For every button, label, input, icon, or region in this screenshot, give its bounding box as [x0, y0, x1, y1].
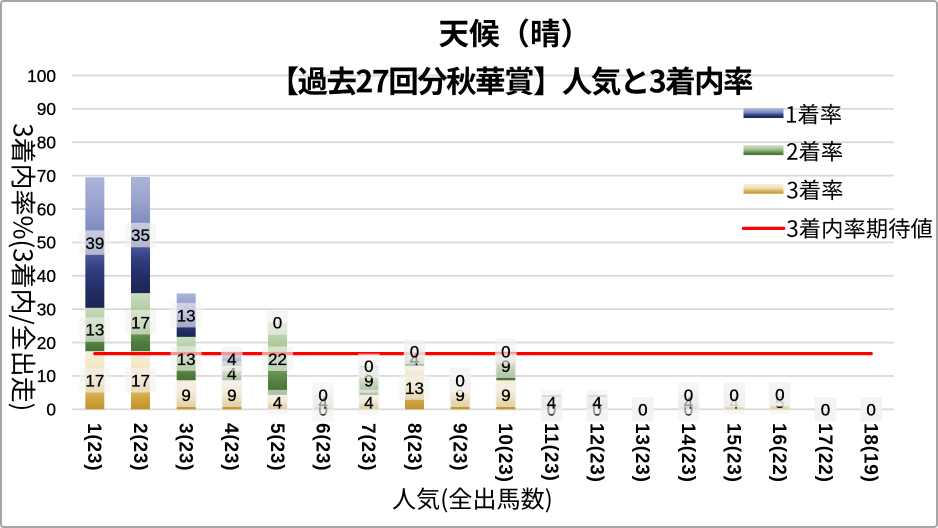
svg-text:10: 10 [37, 366, 56, 386]
svg-text:9: 9 [227, 386, 236, 405]
svg-text:0: 0 [821, 400, 830, 419]
svg-text:0: 0 [866, 400, 875, 419]
svg-text:17: 17 [131, 313, 150, 332]
svg-text:14(23): 14(23) [677, 423, 698, 483]
svg-text:100: 100 [27, 66, 56, 86]
svg-text:35: 35 [131, 226, 150, 245]
svg-text:8(23): 8(23) [403, 423, 424, 471]
svg-text:10(23): 10(23) [494, 423, 515, 483]
svg-text:0: 0 [729, 386, 738, 405]
svg-text:4: 4 [547, 393, 556, 412]
svg-text:4(23): 4(23) [220, 423, 241, 471]
svg-text:17(22): 17(22) [814, 423, 835, 483]
svg-text:60: 60 [37, 199, 56, 219]
svg-text:0: 0 [46, 400, 56, 420]
svg-text:13: 13 [177, 350, 196, 369]
svg-text:13: 13 [177, 306, 196, 325]
svg-text:9: 9 [501, 357, 510, 376]
svg-text:0: 0 [318, 386, 327, 405]
svg-text:1(23): 1(23) [83, 423, 104, 471]
svg-text:2(23): 2(23) [129, 423, 150, 471]
svg-text:0: 0 [364, 357, 373, 376]
svg-text:0: 0 [410, 343, 419, 362]
svg-text:4: 4 [227, 350, 236, 369]
svg-text:0: 0 [775, 385, 784, 404]
svg-text:40: 40 [37, 266, 56, 286]
svg-text:22: 22 [268, 350, 287, 369]
svg-text:9: 9 [455, 386, 464, 405]
svg-text:39: 39 [85, 234, 104, 253]
svg-text:11(23): 11(23) [540, 423, 561, 482]
svg-text:80: 80 [37, 133, 56, 153]
svg-text:0: 0 [684, 386, 693, 405]
svg-text:4: 4 [364, 393, 373, 412]
svg-text:13: 13 [405, 379, 424, 398]
svg-text:0: 0 [273, 314, 282, 333]
svg-text:18(19): 18(19) [860, 423, 881, 483]
svg-text:4: 4 [227, 364, 236, 383]
svg-text:0: 0 [501, 342, 510, 361]
svg-text:9: 9 [181, 386, 190, 405]
svg-text:4: 4 [273, 393, 282, 412]
svg-text:17: 17 [131, 371, 150, 390]
svg-text:30: 30 [37, 299, 56, 319]
svg-text:16(22): 16(22) [768, 423, 789, 483]
svg-text:3(23): 3(23) [175, 423, 196, 471]
svg-text:0: 0 [638, 400, 647, 419]
svg-text:0: 0 [455, 371, 464, 390]
svg-text:9: 9 [364, 372, 373, 391]
svg-text:20: 20 [37, 333, 56, 353]
svg-text:15(23): 15(23) [723, 423, 744, 483]
svg-text:13: 13 [85, 321, 104, 340]
svg-text:70: 70 [37, 166, 56, 186]
svg-text:9(23): 9(23) [449, 423, 470, 471]
svg-text:4: 4 [592, 393, 601, 412]
svg-text:13(23): 13(23) [631, 423, 652, 483]
svg-text:5(23): 5(23) [266, 423, 287, 471]
svg-text:17: 17 [85, 371, 104, 390]
svg-text:12(23): 12(23) [586, 423, 607, 483]
svg-text:6(23): 6(23) [312, 423, 333, 471]
svg-text:50: 50 [37, 233, 56, 253]
svg-text:9: 9 [501, 386, 510, 405]
svg-text:7(23): 7(23) [357, 423, 378, 471]
svg-text:90: 90 [37, 99, 56, 119]
